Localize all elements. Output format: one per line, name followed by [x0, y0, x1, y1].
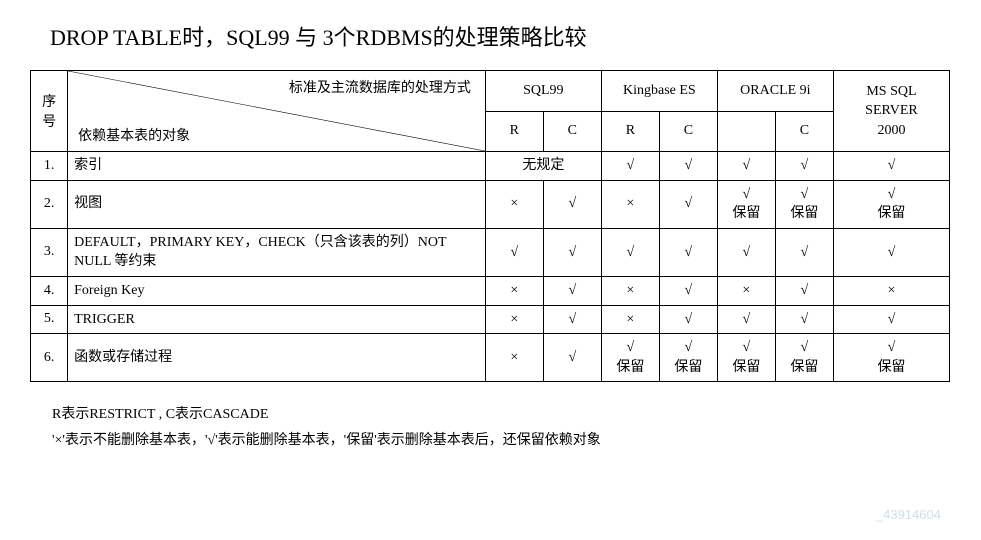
table-cell: √: [717, 305, 775, 334]
table-cell: √: [659, 152, 717, 181]
table-cell: ×: [485, 180, 543, 228]
table-cell: 视图: [68, 180, 486, 228]
table-cell: 1.: [31, 152, 68, 181]
table-row: 2.视图×√×√√ 保留√ 保留√ 保留: [31, 180, 950, 228]
table-cell: √: [543, 180, 601, 228]
kb-c: C: [659, 111, 717, 152]
table-row: 4.Foreign Key×√×√×√×: [31, 276, 950, 305]
table-cell: √: [775, 276, 833, 305]
note-line-2: '×'表示不能删除基本表，'√'表示能删除基本表，'保留'表示删除基本表后，还保…: [52, 428, 951, 453]
col-kingbase: Kingbase ES: [601, 71, 717, 112]
table-cell: √ 保留: [775, 334, 833, 382]
table-cell: √: [775, 305, 833, 334]
col-oracle: ORACLE 9i: [717, 71, 833, 112]
table-cell: 5.: [31, 305, 68, 334]
sql99-r: R: [485, 111, 543, 152]
watermark: _43914604: [876, 507, 941, 522]
diag-top-label: 标准及主流数据库的处理方式: [289, 77, 471, 97]
table-cell: √: [833, 305, 949, 334]
table-cell: 无规定: [485, 152, 601, 181]
table-cell: Foreign Key: [68, 276, 486, 305]
table-cell: 6.: [31, 334, 68, 382]
table-row: 3.DEFAULT，PRIMARY KEY，CHECK（只含该表的列）NOT N…: [31, 228, 950, 276]
kb-r: R: [601, 111, 659, 152]
table-cell: √: [659, 228, 717, 276]
table-cell: ×: [601, 276, 659, 305]
table-cell: ×: [601, 305, 659, 334]
col-seq: 序 号: [31, 71, 68, 152]
notes: R表示RESTRICT , C表示CASCADE '×'表示不能删除基本表，'√…: [52, 402, 951, 452]
page-title: DROP TABLE时，SQL99 与 3个RDBMS的处理策略比较: [50, 20, 951, 52]
table-cell: √ 保留: [717, 334, 775, 382]
oracle-c: C: [775, 111, 833, 152]
table-cell: √: [717, 228, 775, 276]
table-cell: 函数或存储过程: [68, 334, 486, 382]
sql99-c: C: [543, 111, 601, 152]
col-mssql: MS SQL SERVER 2000: [833, 71, 949, 152]
table-cell: ×: [717, 276, 775, 305]
table-cell: √: [775, 152, 833, 181]
comparison-table: 序 号 标准及主流数据库的处理方式 依赖基本表的对象 SQL99 Kingbas…: [30, 70, 950, 382]
table-cell: ×: [601, 180, 659, 228]
table-cell: √ 保留: [775, 180, 833, 228]
table-cell: √ 保留: [833, 334, 949, 382]
table-row: 6.函数或存储过程×√√ 保留√ 保留√ 保留√ 保留√ 保留: [31, 334, 950, 382]
table-cell: √: [543, 276, 601, 305]
table-cell: √: [659, 276, 717, 305]
table-cell: √: [717, 152, 775, 181]
table-cell: √ 保留: [659, 334, 717, 382]
oracle-r: [717, 111, 775, 152]
table-cell: 2.: [31, 180, 68, 228]
table-cell: √: [543, 334, 601, 382]
table-cell: TRIGGER: [68, 305, 486, 334]
table-cell: ×: [485, 334, 543, 382]
table-cell: √ 保留: [717, 180, 775, 228]
table-cell: ×: [485, 305, 543, 334]
table-cell: √: [601, 228, 659, 276]
table-cell: 4.: [31, 276, 68, 305]
table-cell: √: [659, 180, 717, 228]
table-cell: √: [833, 228, 949, 276]
note-line-1: R表示RESTRICT , C表示CASCADE: [52, 402, 951, 427]
table-row: 1.索引无规定√√√√√: [31, 152, 950, 181]
table-cell: √ 保留: [833, 180, 949, 228]
table-cell: √: [833, 152, 949, 181]
table-cell: DEFAULT，PRIMARY KEY，CHECK（只含该表的列）NOT NUL…: [68, 228, 486, 276]
table-cell: √: [543, 305, 601, 334]
table-cell: ×: [833, 276, 949, 305]
table-cell: √: [601, 152, 659, 181]
table-cell: 3.: [31, 228, 68, 276]
col-sql99: SQL99: [485, 71, 601, 112]
table-cell: 索引: [68, 152, 486, 181]
col-diag: 标准及主流数据库的处理方式 依赖基本表的对象: [68, 71, 486, 152]
table-row: 5.TRIGGER×√×√√√√: [31, 305, 950, 334]
diag-bottom-label: 依赖基本表的对象: [78, 125, 190, 145]
table-cell: √: [659, 305, 717, 334]
table-cell: √: [543, 228, 601, 276]
table-cell: √: [775, 228, 833, 276]
table-cell: √: [485, 228, 543, 276]
table-cell: √ 保留: [601, 334, 659, 382]
table-cell: ×: [485, 276, 543, 305]
